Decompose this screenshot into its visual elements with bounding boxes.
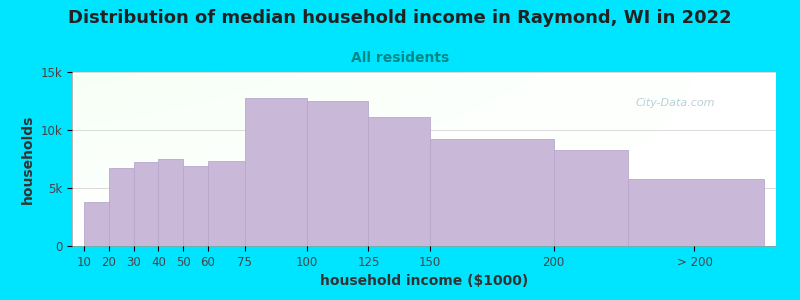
Text: City-Data.com: City-Data.com	[635, 98, 714, 108]
Bar	[134, 163, 158, 246]
Bar	[183, 166, 208, 246]
Text: Distribution of median household income in Raymond, WI in 2022: Distribution of median household income …	[68, 9, 732, 27]
Y-axis label: households: households	[21, 114, 35, 204]
Bar	[430, 139, 554, 246]
Bar	[628, 179, 764, 246]
Bar	[109, 168, 134, 246]
X-axis label: household income ($1000): household income ($1000)	[320, 274, 528, 288]
Text: All residents: All residents	[351, 51, 449, 65]
Bar	[84, 202, 109, 246]
Bar	[245, 98, 306, 246]
Bar	[306, 101, 369, 246]
Bar	[554, 150, 628, 246]
Bar	[208, 161, 245, 246]
Bar	[369, 117, 430, 246]
Bar	[158, 159, 183, 246]
